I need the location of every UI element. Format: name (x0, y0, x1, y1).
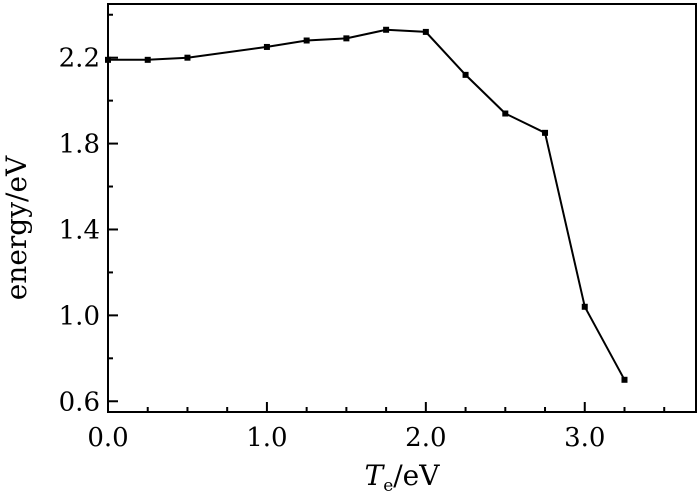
series-line (108, 28, 626, 381)
y-tick-label: 1.0 (59, 301, 100, 331)
y-tick-label: 1.4 (59, 215, 100, 245)
data-point (502, 110, 509, 117)
data-points (105, 26, 628, 383)
x-tick-label: 0.0 (87, 423, 128, 453)
x-axis-title-main: T (365, 459, 386, 492)
data-point (184, 54, 191, 61)
x-axis-title-subscript: e (383, 476, 393, 496)
x-tick-label: 3.0 (564, 423, 605, 453)
data-point (621, 376, 628, 383)
tick-labels: 0.0 1.0 2.0 3.0 0.6 1.0 1.4 1.8 2.2 (59, 44, 606, 453)
x-axis-title: Te/eV (365, 459, 441, 496)
axis-ticks (107, 13, 666, 412)
plot-frame (107, 3, 697, 413)
data-point (462, 71, 469, 78)
y-tick-label: 2.2 (59, 44, 100, 74)
data-point (542, 129, 549, 136)
y-axis-title: energy/eV (0, 155, 33, 300)
x-axis-title-unit: /eV (393, 459, 440, 492)
x-tick-label: 2.0 (405, 423, 446, 453)
data-point (581, 303, 588, 310)
data-point (303, 37, 310, 44)
data-point (144, 56, 151, 63)
data-point (422, 28, 429, 35)
data-point (105, 56, 111, 63)
y-tick-label: 1.8 (59, 130, 100, 160)
data-point (263, 43, 270, 50)
data-point (343, 35, 350, 42)
data-point (383, 26, 390, 33)
y-tick-label: 0.6 (59, 387, 100, 417)
x-tick-label: 1.0 (246, 423, 287, 453)
